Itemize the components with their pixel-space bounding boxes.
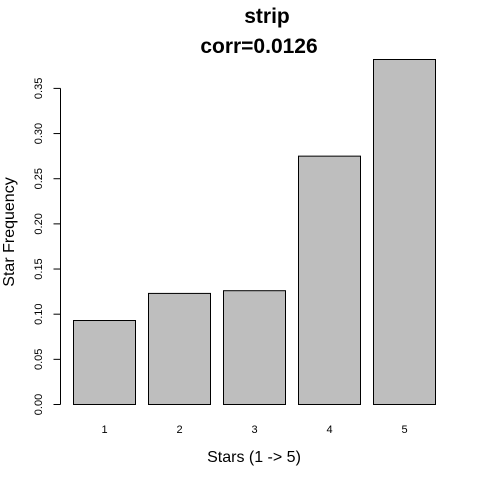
x-tick-label-2: 2 [176,424,182,436]
x-axis-label: Stars (1 -> 5) [207,449,301,466]
chart-subtitle: corr=0.0126 [200,35,317,58]
x-tick-label-1: 1 [101,424,107,436]
bar-1 [74,321,136,405]
y-axis-label: Star Frequency [1,177,18,286]
y-tick-label: 0.10 [33,303,45,324]
bar-4 [299,156,361,404]
y-tick-label: 0.05 [33,349,45,370]
bar-2 [149,293,211,404]
x-tick-label-4: 4 [326,424,332,436]
y-tick-label: 0.20 [33,213,45,234]
x-tick-labels: 1 2 3 4 5 [101,424,407,436]
x-tick-label-5: 5 [401,424,407,436]
y-tick-label: 0.30 [33,123,45,144]
bar-3 [224,291,286,405]
x-tick-label-3: 3 [251,424,257,436]
y-tick-label: 0.00 [33,394,45,415]
chart-title: strip [244,5,290,28]
y-tick-label: 0.35 [33,78,45,99]
y-tick-label: 0.25 [33,168,45,189]
y-axis: 0.00 0.05 0.10 0.15 0.20 0.25 0.30 0.35 [33,78,61,416]
bars-group [74,60,436,405]
y-tick-label: 0.15 [33,258,45,279]
bar-5 [374,60,436,405]
